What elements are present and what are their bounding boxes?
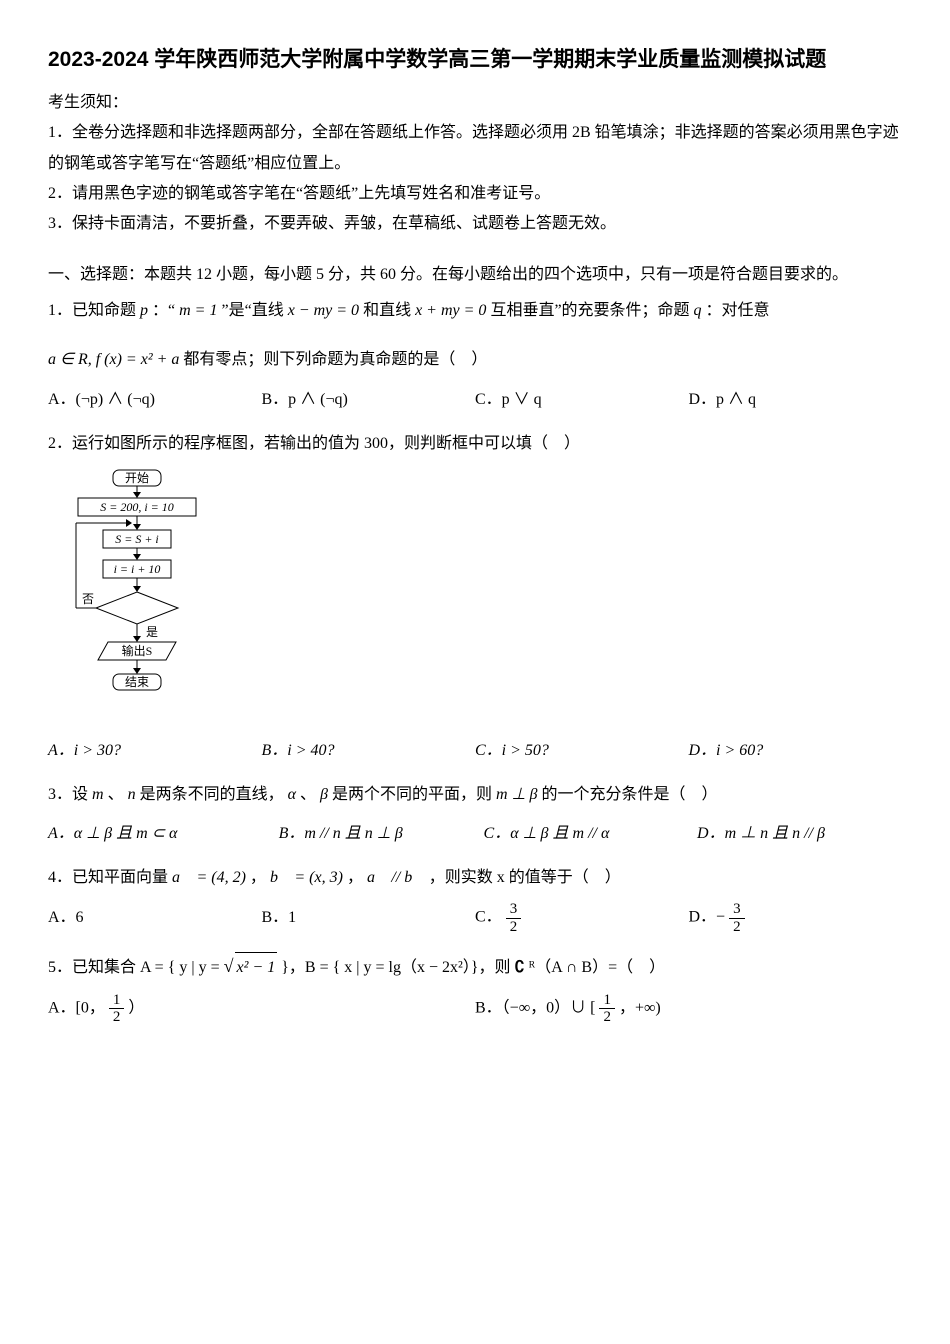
q4-optc-den: 2	[506, 919, 522, 936]
q5-optb-den: 2	[599, 1009, 615, 1026]
q3-n: n	[128, 786, 136, 803]
q2-option-a: A．i > 30?	[48, 736, 262, 766]
q5-rad: x² − 1	[235, 952, 278, 983]
q1-stem2-b: 都有零点；则下列命题为真命题的是（ ）	[183, 351, 487, 368]
q5-opta-prefix: A．[0，	[48, 999, 105, 1016]
q1-line2: x + my = 0	[415, 302, 486, 319]
q3-option-a: A．α ⊥ β 且 m ⊂ α	[48, 819, 279, 849]
q5-stem-a: 5．已知集合 A = { y | y	[48, 959, 207, 976]
q2-option-c: C．i > 50?	[475, 736, 689, 766]
q3-option-c: C．α ⊥ β 且 m // α	[484, 819, 698, 849]
q4-vec-a: a⃗ = (4, 2)	[172, 869, 246, 886]
q1-stem-b: ：“	[152, 302, 175, 319]
flow-step1-text: S = S + i	[115, 532, 159, 546]
q4-options: A．6 B．1 C． 3 2 D．− 3 2	[48, 901, 902, 935]
q1-option-d: D．p ∧ q	[689, 385, 903, 415]
q1-stem-c: ”是“直线	[221, 302, 287, 319]
q1-cond-m: m = 1	[179, 302, 217, 319]
q3-stem-d: 、	[300, 786, 316, 803]
q3-stem-e: 是两个不同的平面，则	[332, 786, 496, 803]
instruction-3: 3．保持卡面清洁，不要折叠，不要弄破、弄皱，在草稿纸、试题卷上答题无效。	[48, 209, 902, 239]
q2-option-d: D．i > 60?	[689, 736, 903, 766]
q4-stem-a: 4．已知平面向量	[48, 869, 172, 886]
q5-stem-b: }，B = { x | y = lg（x − 2x²）}，则	[281, 959, 514, 976]
q1-stem-a: 1．已知命题	[48, 302, 140, 319]
q3-stem-c: 是两条不同的直线，	[140, 786, 284, 803]
q1-option-b: B．p ∧ (¬q)	[262, 385, 476, 415]
q3-beta: β	[320, 786, 328, 803]
question-2: 2．运行如图所示的程序框图，若输出的值为 300，则判断框中可以填（ ） 开始 …	[48, 429, 902, 766]
flow-init-text: S = 200, i = 10	[100, 500, 174, 514]
q1-stem-f: ：对任意	[706, 302, 770, 319]
q2-option-b: B．i > 40?	[262, 736, 476, 766]
q3-alpha: α	[288, 786, 296, 803]
q4-optd-prefix: D．−	[689, 909, 726, 926]
exam-title: 2023-2024 学年陕西师范大学附属中学数学高三第一学期期末学业质量监测模拟…	[48, 40, 902, 80]
q4-optd-den: 2	[729, 919, 745, 936]
q3-option-d: D．m ⊥ n 且 n // β	[697, 819, 902, 849]
flow-step2-text: i = i + 10	[114, 562, 161, 576]
q3-stem-a: 3．设	[48, 786, 92, 803]
q3-rel: m ⊥ β	[496, 786, 537, 803]
question-1: 1．已知命题 p ：“ m = 1 ”是“直线 x − my = 0 和直线 x…	[48, 296, 902, 415]
q1-stem-d: 和直线	[363, 302, 415, 319]
q2-options: A．i > 30? B．i > 40? C．i > 50? D．i > 60?	[48, 736, 902, 766]
q1-stem2-a: a ∈ R, f (x) = x² + a	[48, 351, 179, 368]
q1-option-a: A．(¬p) ∧ (¬q)	[48, 385, 262, 415]
q1-line1: x − my = 0	[288, 302, 359, 319]
q5-option-b: B．（−∞，0）∪ [ 1 2 ，+∞)	[475, 992, 902, 1026]
instruction-1: 1．全卷分选择题和非选择题两部分，全部在答题纸上作答。选择题必须用 2B 铅笔填…	[48, 118, 902, 179]
q2-flowchart: 开始 S = 200, i = 10 S = S + i i = i + 10	[68, 468, 902, 728]
q5-complement: ∁	[514, 959, 524, 976]
q1-option-c: C．p ∨ q	[475, 385, 689, 415]
q5-opta-num: 1	[109, 992, 125, 1010]
q3-m: m	[92, 786, 104, 803]
q1-options: A．(¬p) ∧ (¬q) B．p ∧ (¬q) C．p ∨ q D．p ∧ q	[48, 385, 902, 415]
q4-stem-d: ，则实数 x 的值等于（ ）	[429, 869, 621, 886]
q5-stem-c: ᴿ（A ∩ B）=（ ）	[529, 959, 665, 976]
flow-start-text: 开始	[125, 471, 149, 485]
instruction-2: 2．请用黑色字迹的钢笔或答字笔在“答题纸”上先填写姓名和准考证号。	[48, 179, 902, 209]
q1-p: p	[140, 302, 148, 319]
q4-option-c: C． 3 2	[475, 901, 689, 935]
q3-stem-f: 的一个充分条件是（ ）	[541, 786, 717, 803]
q5-optb-suffix: ，+∞)	[619, 999, 661, 1016]
flow-no-text: 否	[82, 592, 94, 606]
question-4: 4．已知平面向量 a⃗ = (4, 2) ， b⃗ = (x, 3) ， a⃗ …	[48, 863, 902, 935]
flow-yes-text: 是	[146, 625, 158, 639]
q4-optc-num: 3	[506, 901, 522, 919]
q3-stem-b: 、	[108, 786, 124, 803]
q3-options: A．α ⊥ β 且 m ⊂ α B．m // n 且 n ⊥ β C．α ⊥ β…	[48, 819, 902, 849]
instructions-block: 考生须知： 1．全卷分选择题和非选择题两部分，全部在答题纸上作答。选择题必须用 …	[48, 88, 902, 240]
q5-opta-den: 2	[109, 1009, 125, 1026]
q5-optb-num: 1	[599, 992, 615, 1010]
q5-eq: =	[211, 959, 224, 976]
q5-options: A．[0， 1 2 ） B．（−∞，0）∪ [ 1 2 ，+∞)	[48, 992, 902, 1026]
q4-cond: a⃗ // b⃗	[367, 869, 425, 886]
section-1-heading: 一、选择题：本题共 12 小题，每小题 5 分，共 60 分。在每小题给出的四个…	[48, 260, 902, 290]
q2-stem: 2．运行如图所示的程序框图，若输出的值为 300，则判断框中可以填（ ）	[48, 429, 902, 459]
q4-stem-b: ，	[250, 869, 266, 886]
flow-output-text: 输出S	[122, 643, 153, 658]
flow-end-text: 结束	[125, 675, 149, 689]
q5-option-a: A．[0， 1 2 ）	[48, 992, 475, 1026]
q1-q: q	[694, 302, 702, 319]
question-5: 5．已知集合 A = { y | y = √x² − 1 }，B = { x |…	[48, 949, 902, 1025]
q4-option-a: A．6	[48, 903, 262, 933]
q1-stem-e: 互相垂直”的充要条件；命题	[490, 302, 693, 319]
q4-option-b: B．1	[262, 903, 476, 933]
q4-optc-prefix: C．	[475, 909, 502, 926]
q4-stem-c: ，	[347, 869, 363, 886]
instructions-heading: 考生须知：	[48, 88, 902, 118]
q5-optb-prefix: B．（−∞，0）∪ [	[475, 999, 595, 1016]
question-3: 3．设 m 、 n 是两条不同的直线， α 、 β 是两个不同的平面，则 m ⊥…	[48, 780, 902, 849]
q5-opta-suffix: ）	[128, 999, 144, 1016]
q4-option-d: D．− 3 2	[689, 901, 903, 935]
q3-option-b: B．m // n 且 n ⊥ β	[279, 819, 484, 849]
q4-vec-b: b⃗ = (x, 3)	[270, 869, 343, 886]
q4-optd-num: 3	[729, 901, 745, 919]
